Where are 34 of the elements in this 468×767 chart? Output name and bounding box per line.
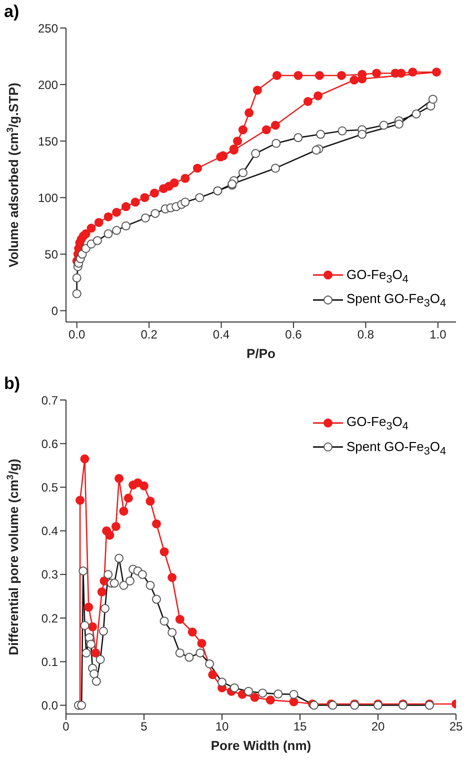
y-tick-label: 0.3 [41,568,58,582]
y-tick-label: 0.7 [41,393,58,408]
y-tick-label: 0.0 [41,698,58,713]
chart-title: b) [4,374,20,394]
x-tick-label: 1.0 [430,328,447,342]
x-tick-label: 0.6 [285,328,302,342]
y-tick-label: 0.2 [41,611,58,626]
y-tick-label: 0.4 [41,524,58,538]
y-tick-label: 0 [51,304,58,318]
y-tick-label: 0.1 [41,654,58,669]
x-tick-label: 0.2 [140,328,158,342]
x-tick-label: 25 [449,720,463,734]
x-tick-label: 5 [140,720,148,734]
y-tick-label: 0.5 [41,480,58,494]
x-axis-title: P/Po [246,346,276,361]
x-tick-label: 0 [62,720,70,734]
chart-title: a) [4,2,20,22]
y-tick-label: 200 [38,78,58,92]
x-tick-label: 0.4 [212,328,230,342]
x-tick-label: 15 [293,720,307,734]
legend-label: GO-Fe$_{3}$O$_{4}$ [346,266,408,286]
y-tick-label: 50 [44,247,58,262]
x-tick-label: 0.8 [357,328,374,342]
legend-label: Spent GO-Fe$_{3}$O$_{4}$ [346,291,446,310]
legend-label: GO-Fe$_{3}$O$_{4}$ [346,414,408,433]
y-tick-label: 250 [38,21,58,36]
y-tick-label: 100 [38,190,58,205]
y-tick-label: 0.6 [41,436,58,451]
x-tick-label: 20 [371,720,385,734]
legend-label: Spent GO-Fe$_{3}$O$_{4}$ [346,438,446,458]
x-tick-label: 10 [215,720,229,734]
x-tick-label: 0.0 [68,328,86,342]
x-axis-title: Pore Width (nm) [210,738,312,753]
y-tick-label: 150 [38,134,58,148]
